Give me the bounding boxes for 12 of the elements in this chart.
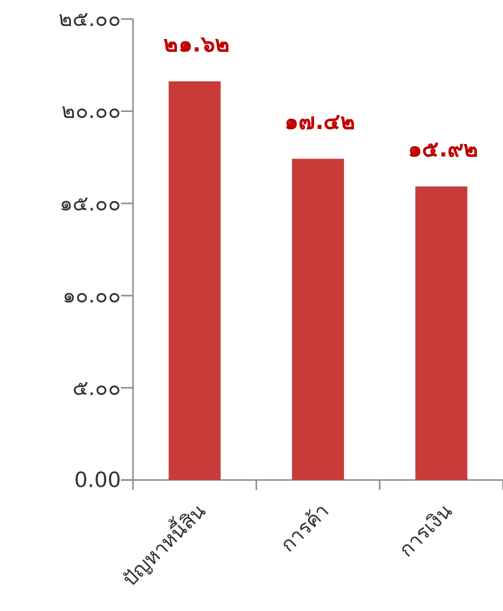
y-tick-label: ๒๐.๐๐ bbox=[61, 99, 121, 124]
y-tick-label: ๑๐.๐๐ bbox=[62, 284, 121, 308]
y-tick-label: ๒๕.๐๐ bbox=[58, 7, 121, 31]
bar bbox=[292, 158, 344, 480]
y-tick-label: ๑๕.๐๐ bbox=[59, 191, 121, 216]
bar bbox=[415, 186, 468, 480]
y-tick-label: 0.00 bbox=[74, 468, 121, 492]
data-label: ๑๕.๙๒ bbox=[408, 137, 479, 162]
bar bbox=[168, 81, 221, 480]
data-label: ๒๑.๖๒ bbox=[163, 32, 230, 58]
y-tick-label: ๕.๐๐ bbox=[72, 376, 121, 400]
data-label: ๑๗.๔๒ bbox=[284, 110, 356, 135]
